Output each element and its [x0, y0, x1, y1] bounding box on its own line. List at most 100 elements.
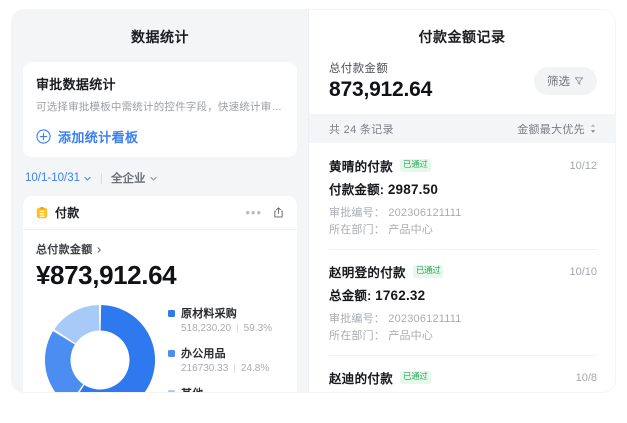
donut-chart-svg [44, 304, 156, 392]
status-badge: 已通过 [400, 159, 431, 172]
payment-record-item[interactable]: 黄晴的付款 已通过 10/12 付款金额: 2987.50 审批编号： 20230612… [329, 143, 597, 250]
record-approval-no: 审批编号： 202306121111 [329, 313, 462, 325]
plus-circle-icon [36, 129, 51, 144]
chevron-down-icon [149, 174, 158, 183]
date-range-filter[interactable]: 10/1-10/31 [25, 172, 92, 184]
legend-color-swatch [168, 389, 175, 392]
record-header: 赵迪的付款 已通过 10/8 [329, 368, 597, 387]
legend-item-head: 办公用品 [168, 345, 284, 361]
record-title: 赵明登的付款 [329, 266, 406, 280]
filter-row: 10/1-10/31 全企业 [23, 170, 297, 186]
record-title: 黄晴的付款 [329, 160, 394, 174]
total-payment-label: 总付款金额 [36, 244, 93, 256]
payment-summary-label: 总付款金额 [329, 63, 388, 75]
legend-item: 其他138,952.10|15.9% [168, 385, 284, 392]
more-dots-icon[interactable]: ••• [245, 205, 262, 220]
legend-item-head: 原材料采购 [168, 305, 284, 321]
payment-statistics-card: 付款 ••• 总付款金额 [23, 196, 297, 392]
legend-values: 216730.33 | 24.8% [181, 363, 284, 374]
record-amount-value: 1762.32 [375, 288, 426, 303]
payment-records-list: 黄晴的付款 已通过 10/12 付款金额: 2987.50 审批编号： 20230612… [309, 143, 615, 392]
record-date: 10/12 [569, 159, 597, 172]
clipboard-icon [35, 206, 49, 220]
legend-separator: | [236, 323, 239, 334]
record-title: 赵迪的付款 [329, 372, 394, 386]
sort-updown-icon [589, 123, 597, 134]
total-payment-label-row[interactable]: 总付款金额 [36, 241, 284, 257]
left-panel-body: 审批数据统计 可选择审批模板中需统计的控件字段，快速统计审… 添加统计看板 [12, 62, 308, 392]
records-count: 共 24 条记录 [329, 123, 394, 136]
record-department: 所在部门： 产品中心 [329, 223, 434, 236]
record-header: 黄晴的付款 已通过 10/12 [329, 156, 597, 175]
record-date: 10/8 [575, 371, 597, 384]
payment-card-header: 付款 ••• [23, 196, 297, 230]
legend-color-swatch [168, 309, 175, 317]
right-panel-title: 付款金额记录 [418, 29, 506, 45]
sort-label: 金额最大优先 [517, 123, 585, 136]
payment-card-body: 总付款金额 ¥873,912.64 原材料采购 518,230.20 | 59.3% 办… [23, 230, 297, 392]
payment-card-title: 付款 [55, 206, 80, 220]
donut-chart-legend: 原材料采购 518,230.20 | 59.3% 办公用品 216730.33 | 24.8%… [164, 305, 284, 392]
status-badge: 已通过 [412, 265, 444, 278]
legend-item-head: 其他 [168, 385, 284, 392]
legend-value: 518,230.20 [181, 323, 232, 334]
donut-chart[interactable] [36, 301, 164, 392]
status-badge: 已通过 [400, 371, 431, 384]
add-statistics-board-button[interactable]: 添加统计看板 [36, 127, 284, 146]
filter-button-label: 筛选 [547, 76, 570, 88]
record-amount-row: 总金额: 892.00 [329, 391, 597, 392]
scope-label: 全企业 [111, 173, 146, 185]
legend-item: 办公用品 216730.33 | 24.8% [168, 345, 284, 374]
donut-slice[interactable] [44, 330, 84, 392]
legend-category-label: 原材料采购 [181, 308, 237, 320]
add-statistics-board-label: 添加统计看板 [58, 130, 139, 145]
legend-separator: | [233, 363, 236, 374]
donut-slice[interactable] [54, 304, 100, 344]
legend-color-swatch [168, 349, 175, 357]
funnel-icon [574, 76, 584, 86]
chevron-right-icon [95, 245, 103, 253]
donut-slice[interactable] [71, 304, 156, 392]
legend-value: 216730.33 [181, 363, 229, 374]
legend-values: 518,230.20 | 59.3% [181, 323, 284, 334]
filter-divider [101, 172, 102, 184]
payment-summary: 总付款金额 873,912.64 筛选 [309, 47, 615, 114]
record-amount-label: 总金额: [329, 289, 376, 303]
record-amount-row: 付款金额: 2987.50 [329, 179, 597, 198]
record-approval-no: 审批编号： 202306121111 [329, 207, 462, 219]
approval-statistics-title: 审批数据统计 [36, 77, 116, 92]
legend-percent: 59.3% [243, 323, 273, 334]
right-panel-payment-records: 付款金额记录 总付款金额 873,912.64 筛选 共 24 条记录 金额最大… [309, 10, 615, 392]
legend-percent: 24.8% [240, 363, 270, 374]
legend-category-label: 办公用品 [181, 348, 226, 360]
approval-statistics-subtitle: 可选择审批模板中需统计的控件字段，快速统计审… [36, 101, 283, 113]
payment-summary-amount: 873,912.64 [329, 78, 433, 101]
record-amount-value: 2987.50 [387, 182, 439, 197]
sort-control[interactable]: 金额最大优先 [517, 121, 597, 137]
record-date: 10/10 [569, 265, 597, 278]
chevron-down-icon [83, 174, 92, 183]
legend-item: 原材料采购 518,230.20 | 59.3% [168, 305, 284, 334]
left-panel-data-statistics: 数据统计 审批数据统计 可选择审批模板中需统计的控件字段，快速统计审… 添加统计 [12, 10, 309, 392]
share-icon[interactable] [272, 206, 285, 219]
date-range-label: 10/1-10/31 [25, 172, 80, 184]
record-amount-label: 付款金额: [329, 183, 388, 197]
donut-chart-row: 原材料采购 518,230.20 | 59.3% 办公用品 216730.33 | 24.8%… [36, 301, 284, 392]
filter-button[interactable]: 筛选 [534, 67, 597, 95]
dual-panel-shell: 数据统计 审批数据统计 可选择审批模板中需统计的控件字段，快速统计审… 添加统计 [12, 10, 615, 392]
total-payment-amount: ¥873,912.64 [36, 260, 177, 290]
payment-record-item[interactable]: 赵明登的付款 已通过 10/10 总金额: 1762.32 审批编号： 20230612… [329, 250, 597, 356]
records-toolbar: 共 24 条记录 金额最大优先 [309, 114, 615, 143]
record-amount-row: 总金额: 1762.32 [329, 285, 597, 304]
legend-category-label: 其他 [181, 385, 203, 392]
payment-summary-text: 总付款金额 873,912.64 [329, 60, 534, 102]
approval-statistics-card[interactable]: 审批数据统计 可选择审批模板中需统计的控件字段，快速统计审… 添加统计看板 [23, 62, 297, 157]
record-meta: 审批编号： 202306121111 所在部门： 产品中心 [329, 311, 597, 344]
record-meta: 审批编号： 202306121111 所在部门： 产品中心 [329, 205, 597, 238]
record-department: 所在部门： 产品中心 [329, 329, 434, 342]
left-panel-title: 数据统计 [131, 29, 189, 45]
record-header: 赵明登的付款 已通过 10/10 [329, 262, 597, 281]
scope-filter[interactable]: 全企业 [111, 170, 158, 186]
